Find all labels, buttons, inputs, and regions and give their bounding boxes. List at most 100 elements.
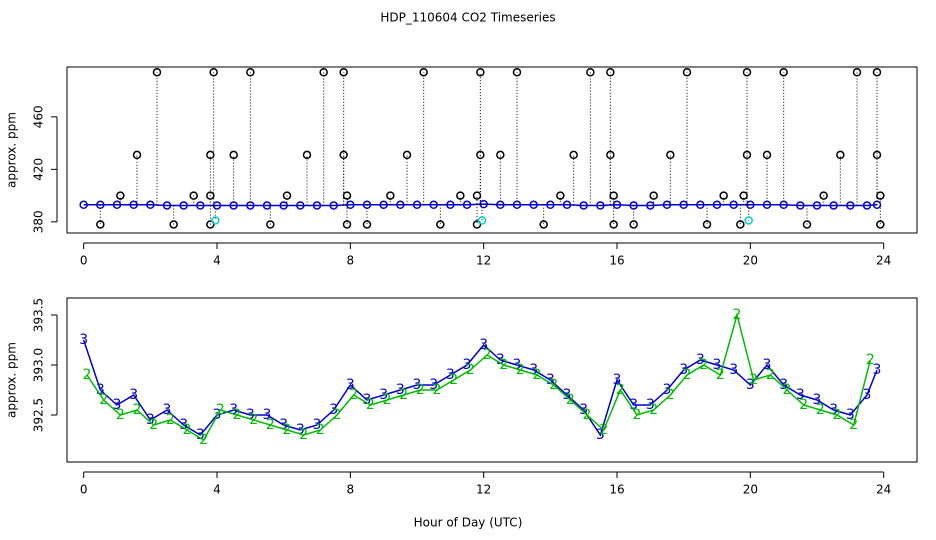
data-point-glyph: 3 (813, 392, 822, 408)
y-tick-label: 393.0 (32, 348, 46, 382)
data-point-glyph: 3 (296, 422, 305, 438)
spike-point (836, 150, 845, 160)
spike-point (266, 220, 275, 229)
data-point (312, 201, 322, 210)
data-point (562, 200, 572, 210)
data-point-glyph: 3 (196, 427, 205, 443)
data-point-glyph: 3 (579, 402, 588, 418)
spike-point (682, 67, 692, 77)
x-tick-label: 16 (609, 483, 624, 497)
data-point-glyph: 3 (613, 372, 622, 388)
spike-point (739, 191, 748, 200)
x-tick-label: 20 (743, 483, 758, 497)
spike-point (386, 191, 395, 200)
spike-point (209, 67, 218, 77)
data-point-glyph: 2 (383, 392, 392, 408)
data-point-glyph: 2 (583, 407, 592, 423)
data-point-glyph: 3 (329, 402, 338, 418)
data-point-glyph: 3 (96, 382, 105, 398)
data-point-glyph: 3 (396, 382, 405, 398)
x-axis-label: Hour of Day (UTC) (414, 516, 523, 530)
spike-point (169, 220, 178, 229)
data-point (579, 201, 588, 210)
spike-point (876, 220, 885, 229)
data-point-glyph: 2 (733, 307, 742, 323)
x-tick-label: 20 (743, 254, 758, 268)
data-point-glyph: 2 (299, 427, 308, 443)
data-point-glyph: 3 (279, 417, 288, 433)
data-point (429, 200, 438, 210)
x-tick-label: 16 (609, 254, 624, 268)
data-point (812, 201, 822, 210)
spike-point (609, 220, 618, 229)
spike-point (419, 67, 428, 77)
data-point-glyph: 3 (713, 357, 722, 373)
data-point-glyph: 3 (629, 397, 638, 413)
spike-point (206, 191, 215, 200)
y-tick-label: 393.5 (32, 298, 46, 332)
data-point-glyph: 3 (679, 362, 688, 378)
data-point (729, 200, 738, 210)
data-point-glyph: 3 (529, 362, 538, 378)
spike-point (189, 191, 198, 200)
data-point-glyph: 2 (166, 412, 175, 428)
data-point-glyph: 2 (683, 367, 692, 383)
data-point-glyph: 2 (699, 357, 708, 373)
data-point (146, 200, 155, 210)
data-point-glyph: 2 (799, 397, 808, 413)
x-tick-label: 12 (476, 254, 491, 268)
spike-point (96, 220, 105, 229)
data-point-glyph: 2 (616, 382, 625, 398)
x-tick-label: 4 (213, 254, 221, 268)
data-point (296, 201, 305, 210)
data-point-glyph: 3 (563, 387, 572, 403)
data-point (379, 200, 388, 210)
data-point (529, 200, 538, 210)
data-point-glyph: 2 (516, 362, 525, 378)
data-point-glyph: 3 (663, 382, 672, 398)
series-line (83, 203, 878, 207)
spike-point (206, 150, 215, 160)
data-point (696, 200, 705, 210)
data-point-glyph: 3 (829, 402, 838, 418)
data-point-glyph: 2 (283, 422, 292, 438)
data-point (396, 200, 405, 210)
x-tick-label: 24 (876, 483, 891, 497)
data-point-glyph: 3 (346, 377, 355, 393)
spike-point (152, 67, 162, 77)
data-point-glyph: 3 (429, 377, 438, 393)
spike-point (872, 150, 882, 160)
data-point-glyph: 2 (149, 417, 158, 433)
data-point-glyph: 2 (649, 402, 658, 418)
data-point-glyph: 2 (833, 407, 842, 423)
x-tick-label: 4 (213, 483, 221, 497)
data-point (829, 201, 838, 210)
data-point-glyph: 2 (433, 382, 442, 398)
data-point-glyph: 3 (746, 377, 755, 393)
spike-point (246, 67, 255, 77)
spike-point (319, 67, 328, 77)
data-point-glyph: 2 (349, 387, 358, 403)
spike-point (539, 220, 548, 229)
spike-point (736, 220, 745, 229)
spike-point (802, 220, 812, 229)
data-point-glyph: 2 (366, 397, 375, 413)
data-point-glyph: 3 (113, 397, 122, 413)
spike-point (339, 150, 348, 160)
data-point-glyph: 2 (183, 422, 192, 438)
data-point-glyph: 2 (783, 382, 792, 398)
data-point-glyph: 2 (666, 387, 675, 403)
data-point-glyph: 3 (246, 407, 255, 423)
data-point (179, 201, 188, 210)
spike-point (852, 67, 862, 77)
data-point-glyph: 2 (716, 367, 725, 383)
spike-point (211, 216, 220, 225)
spike-point (476, 67, 485, 77)
data-point-glyph: 3 (146, 412, 155, 428)
data-point-glyph: 2 (83, 367, 92, 383)
x-tick-label: 12 (476, 483, 491, 497)
data-point-glyph: 2 (816, 402, 825, 418)
data-point-glyph: 2 (399, 387, 408, 403)
